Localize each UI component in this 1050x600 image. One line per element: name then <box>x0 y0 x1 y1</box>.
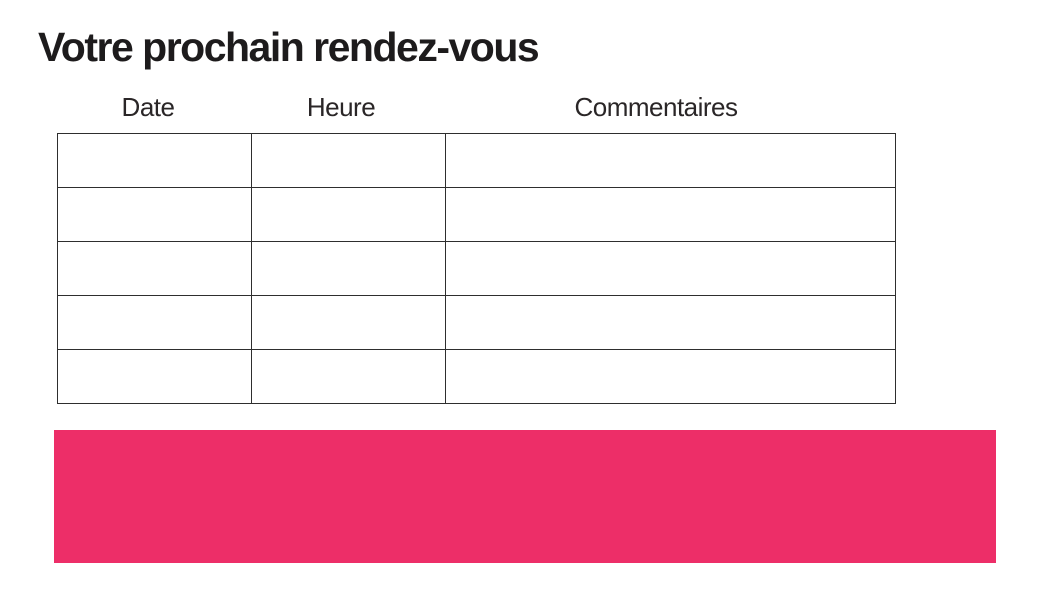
table-cell <box>445 295 896 350</box>
table-row <box>57 295 896 350</box>
table-cell <box>57 133 252 188</box>
table-cell <box>445 349 896 404</box>
table-cell <box>57 241 252 296</box>
table-cell <box>251 187 446 242</box>
table-cell <box>251 295 446 350</box>
table-row <box>57 133 896 188</box>
table-row <box>57 187 896 242</box>
column-header-commentaires: Commentaires <box>574 92 738 122</box>
table-cell <box>445 241 896 296</box>
table-cell <box>251 349 446 404</box>
table-cell <box>445 133 896 188</box>
table-cell <box>57 187 252 242</box>
page-title: Votre prochain rendez-vous <box>38 24 540 70</box>
table-row <box>57 349 896 404</box>
appointments-table <box>57 133 896 404</box>
table-cell <box>57 295 252 350</box>
column-header-date: Date <box>121 92 175 122</box>
table-cell <box>251 133 446 188</box>
table-cell <box>57 349 252 404</box>
highlight-bar <box>54 430 996 563</box>
table-row <box>57 241 896 296</box>
table-cell <box>251 241 446 296</box>
table-cell <box>445 187 896 242</box>
column-header-heure: Heure <box>306 92 376 122</box>
